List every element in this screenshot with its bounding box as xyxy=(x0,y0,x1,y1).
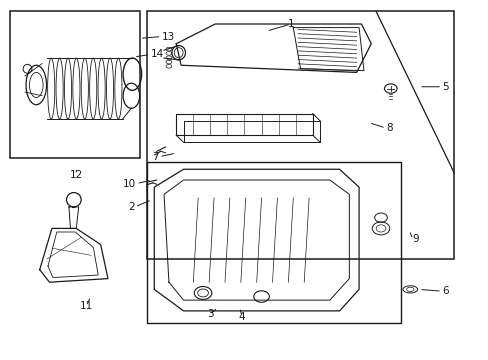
Text: 7: 7 xyxy=(152,152,159,162)
Text: 3: 3 xyxy=(206,310,213,319)
Text: 6: 6 xyxy=(441,286,447,296)
Text: 9: 9 xyxy=(412,234,419,244)
Text: 1: 1 xyxy=(287,19,294,29)
Bar xyxy=(147,12,453,259)
Text: 11: 11 xyxy=(79,301,92,311)
Text: 2: 2 xyxy=(128,202,135,212)
Bar xyxy=(147,162,400,323)
Text: 4: 4 xyxy=(238,312,245,322)
Text: 13: 13 xyxy=(161,32,175,41)
Bar xyxy=(10,12,140,158)
Text: 5: 5 xyxy=(441,82,447,92)
Text: 10: 10 xyxy=(123,179,136,189)
Text: 14: 14 xyxy=(150,49,163,59)
Text: 8: 8 xyxy=(385,123,392,133)
Text: 12: 12 xyxy=(69,170,83,180)
